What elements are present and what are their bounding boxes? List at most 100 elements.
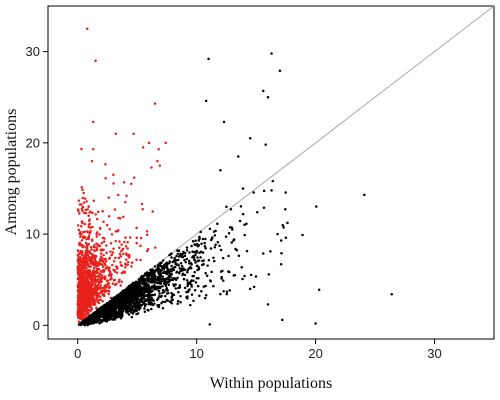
data-point: [82, 231, 85, 234]
data-point: [105, 289, 109, 293]
data-point: [92, 303, 96, 306]
data-point: [135, 301, 139, 304]
data-point: [91, 211, 94, 215]
data-point: [193, 243, 197, 246]
data-point: [143, 292, 146, 295]
data-point: [168, 271, 171, 275]
data-point: [194, 261, 197, 264]
data-point: [175, 263, 179, 266]
data-point: [84, 272, 88, 275]
data-point: [170, 301, 173, 305]
data-point: [188, 288, 191, 291]
data-point: [204, 99, 208, 103]
data-point: [111, 263, 114, 267]
data-point: [216, 222, 219, 225]
data-point: [104, 277, 107, 280]
data-point: [146, 247, 150, 251]
data-point: [92, 287, 96, 291]
x-axis: 0 10 20 30: [74, 339, 442, 361]
data-point: [100, 241, 104, 245]
data-point: [241, 212, 245, 216]
data-point: [95, 307, 98, 310]
data-point: [102, 316, 105, 319]
data-point: [206, 264, 209, 267]
data-point: [170, 256, 173, 259]
data-point: [161, 288, 165, 292]
data-point: [183, 273, 187, 277]
y-axis-title: Among populations: [3, 109, 20, 236]
data-point: [171, 267, 174, 271]
data-point: [176, 276, 179, 280]
data-point: [216, 240, 220, 244]
x-tick-label: 10: [189, 346, 203, 361]
data-point: [81, 206, 85, 209]
data-point: [176, 299, 180, 303]
data-point: [88, 210, 92, 214]
data-point: [123, 293, 127, 296]
data-point: [214, 243, 217, 246]
data-point: [116, 311, 119, 315]
data-point: [84, 255, 88, 258]
data-point: [131, 312, 135, 315]
data-point: [123, 240, 126, 244]
data-point: [186, 284, 189, 288]
data-point: [239, 205, 243, 208]
data-point: [104, 307, 108, 311]
data-point: [176, 302, 179, 306]
data-point: [175, 254, 178, 258]
data-point: [96, 267, 99, 271]
data-point: [203, 244, 207, 248]
data-point: [147, 277, 150, 281]
data-point: [103, 303, 107, 307]
data-point: [141, 281, 144, 285]
y-tick-label: 30: [26, 44, 40, 59]
data-point: [122, 181, 126, 184]
data-point: [245, 249, 249, 253]
data-point: [278, 69, 282, 73]
data-point: [139, 278, 143, 282]
data-point: [139, 294, 142, 298]
data-point: [99, 295, 102, 298]
data-point: [166, 289, 169, 292]
y-tick-label: 20: [26, 135, 40, 150]
data-point: [108, 313, 111, 317]
data-point: [84, 321, 88, 325]
data-point: [89, 300, 93, 303]
data-point: [186, 290, 190, 294]
data-point: [76, 208, 80, 211]
data-point: [92, 262, 95, 265]
data-point: [204, 237, 207, 241]
data-point: [132, 309, 135, 313]
data-point: [174, 287, 178, 290]
data-point: [138, 302, 141, 306]
data-point: [86, 303, 89, 307]
data-point: [111, 307, 115, 311]
data-point: [101, 236, 105, 240]
data-point: [105, 259, 108, 263]
data-point: [204, 284, 207, 288]
data-point: [77, 283, 80, 287]
data-point: [170, 273, 174, 276]
data-point: [91, 289, 95, 293]
data-point: [219, 248, 223, 252]
data-point: [96, 271, 100, 274]
data-point: [81, 273, 84, 276]
data-point: [219, 292, 222, 296]
data-point: [101, 265, 105, 269]
data-point: [148, 286, 152, 289]
data-point: [86, 313, 90, 316]
data-point: [114, 256, 117, 260]
data-point: [78, 302, 82, 306]
data-point: [87, 242, 91, 246]
data-point: [147, 280, 150, 283]
data-point: [89, 295, 93, 298]
data-point: [107, 292, 110, 296]
data-point: [241, 187, 245, 190]
data-point: [148, 271, 151, 275]
data-point: [89, 260, 93, 264]
data-point: [148, 293, 152, 297]
data-point: [132, 176, 136, 179]
data-point: [120, 250, 123, 253]
data-point: [77, 199, 81, 202]
data-point: [77, 316, 80, 320]
